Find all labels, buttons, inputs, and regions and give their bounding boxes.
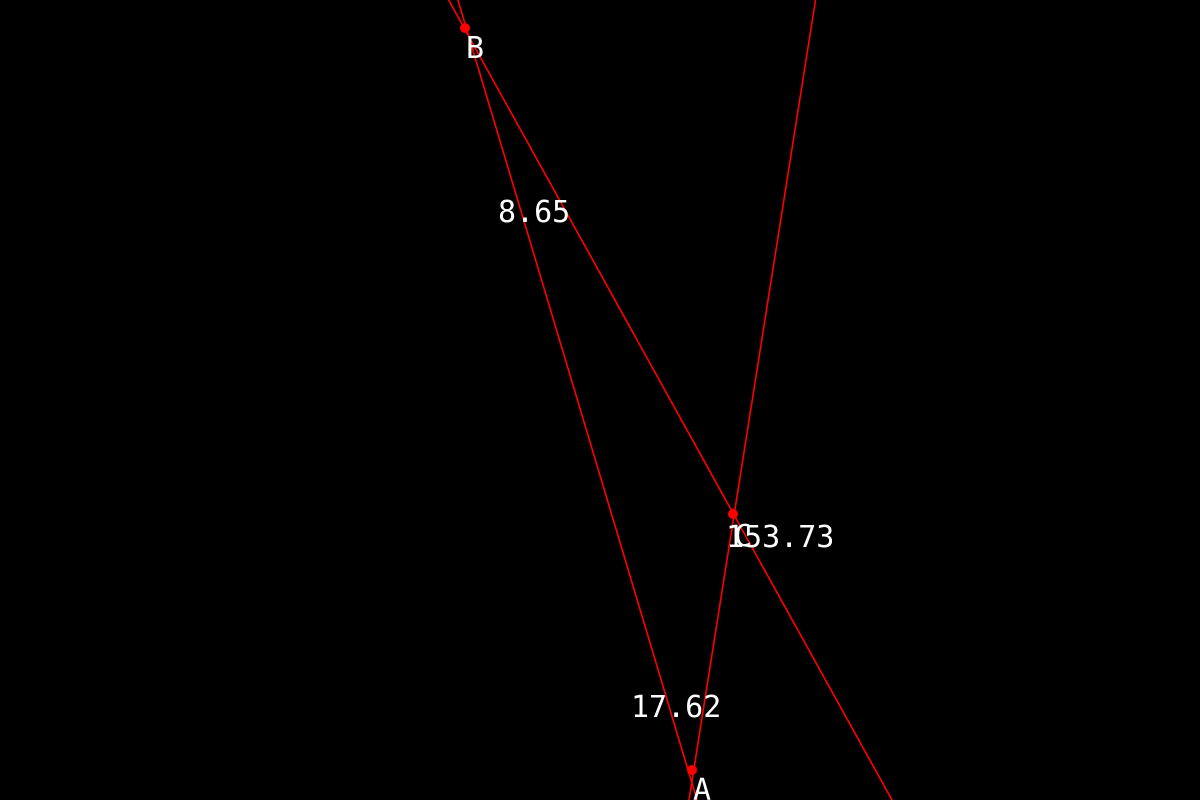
line-bc	[447, 0, 893, 800]
angle-c-value: 153.73	[726, 520, 834, 555]
point-a-label: A	[693, 773, 711, 800]
point-c-label: C	[734, 519, 752, 554]
angle-a-value: 17.62	[631, 690, 721, 725]
line-ac	[688, 0, 817, 800]
point-b	[460, 23, 470, 33]
angle-b-value: 8.65	[498, 195, 570, 230]
point-b-label: B	[466, 31, 484, 66]
point-a	[687, 765, 697, 775]
line-ab	[457, 0, 698, 800]
point-c	[728, 509, 738, 519]
